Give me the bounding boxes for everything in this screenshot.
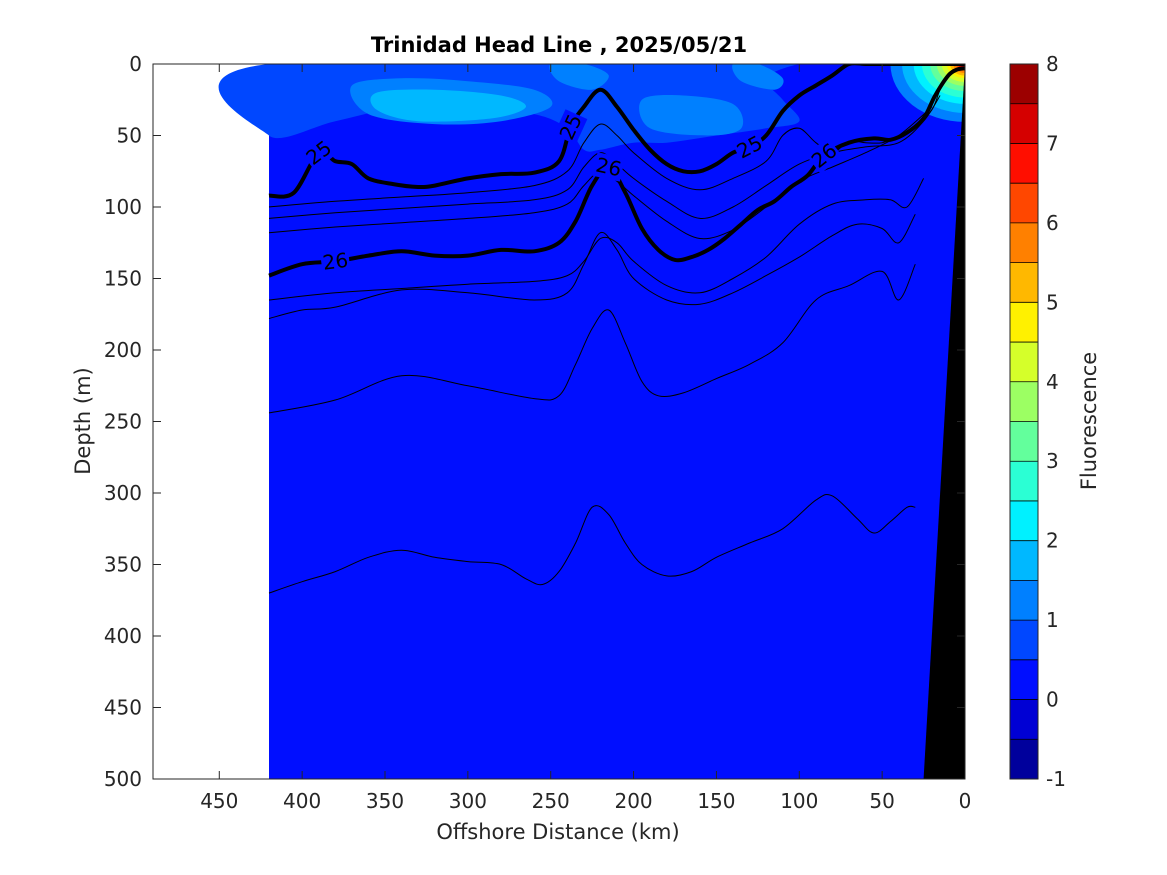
x-tick-label: 450 <box>200 789 238 813</box>
colorbar-band <box>1010 381 1038 422</box>
colorbar-band <box>1010 620 1038 660</box>
density-contour-layer <box>268 64 965 594</box>
x-axis-label: Offshore Distance (km) <box>436 820 679 844</box>
colorbar-band <box>1010 183 1038 223</box>
contour-label-text: 26 <box>321 248 349 275</box>
y-tick-label: 100 <box>104 195 142 219</box>
colorbar-band <box>1010 580 1038 621</box>
contour-label-gap <box>592 152 625 182</box>
x-tick-label: 150 <box>697 789 735 813</box>
x-axis: 450 400 350 300 250 200 150 100 50 0 <box>200 64 971 813</box>
y-tick-label: 450 <box>104 696 142 720</box>
colorbar-tick-label: 2 <box>1046 529 1059 553</box>
colorbar-band <box>1010 659 1038 700</box>
colorbar-tick-label: 4 <box>1046 370 1059 394</box>
x-tick-label: 200 <box>614 789 652 813</box>
contour-label-gap <box>731 129 768 165</box>
colorbar-frame <box>1009 63 1039 780</box>
x-tick-label: 250 <box>532 789 570 813</box>
colorbar-tick-label: -1 <box>1046 767 1066 791</box>
colorbar-tick-label: 0 <box>1046 688 1059 712</box>
y-tick-label: 0 <box>129 52 142 76</box>
colorbar-tick-label: 5 <box>1046 290 1059 314</box>
contour-label-26-b: 26 <box>592 152 625 182</box>
colorbar-tick-label: 7 <box>1046 131 1059 155</box>
fluorescence-patch-3 <box>639 95 744 136</box>
colorbar-band <box>1010 262 1038 303</box>
y-tick-label: 500 <box>104 767 142 791</box>
y-tick-label: 350 <box>104 553 142 577</box>
contour-label-26-a: 26 <box>319 247 351 276</box>
density-contour-5 <box>268 178 925 301</box>
x-tick-label: 350 <box>366 789 404 813</box>
colorbar-band <box>1010 342 1038 382</box>
contour-label-gap <box>805 137 843 174</box>
y-tick-label: 150 <box>104 267 142 291</box>
x-tick-label: 400 <box>283 789 321 813</box>
x-tick-label: 300 <box>449 789 487 813</box>
fluorescence-patch-4 <box>549 64 609 90</box>
bathymetry-seafloor <box>923 64 965 779</box>
y-tick-label: 200 <box>104 338 142 362</box>
y-tick-label: 400 <box>104 624 142 648</box>
colorbar-tick-label: 6 <box>1046 211 1059 235</box>
contour-label-gap <box>553 109 588 145</box>
y-axis-label: Depth (m) <box>71 367 95 474</box>
colorbar-band <box>1010 421 1038 462</box>
colorbar-label: Fluorescence <box>1077 352 1101 490</box>
colorbar-tick-label: 1 <box>1046 608 1059 632</box>
x-tick-label: 100 <box>780 789 818 813</box>
chart-title: Trinidad Head Line , 2025/05/21 <box>371 33 747 57</box>
y-tick-label: 300 <box>104 481 142 505</box>
contour-label-text: 26 <box>594 153 624 182</box>
density-contour-8 <box>268 493 916 594</box>
y-tick-label: 250 <box>104 410 142 434</box>
bathymetry-layer <box>923 64 965 779</box>
density-contour-0 <box>268 64 965 199</box>
density-contour-3 <box>268 106 933 240</box>
colorbar-band <box>1010 461 1038 501</box>
density-contour-4 <box>268 66 965 278</box>
colorbar-band <box>1010 699 1038 740</box>
density-contour-2 <box>268 95 941 219</box>
colorbar-band <box>1010 302 1038 343</box>
density-contour-6 <box>268 213 916 319</box>
density-contour-7 <box>268 263 916 414</box>
y-axis: 0 50 100 150 200 250 300 350 400 450 500 <box>104 52 965 791</box>
y-tick-label: 50 <box>117 124 142 148</box>
fluorescence-patch-2 <box>370 89 527 122</box>
colorbar-band <box>1010 222 1038 263</box>
fluorescence-patch-5 <box>732 64 784 90</box>
colorbar-band <box>1010 739 1038 779</box>
colorbar-band <box>1010 103 1038 144</box>
colorbar-band <box>1010 500 1038 541</box>
colorbar-tick-label: 3 <box>1046 449 1059 473</box>
contour-label-gap <box>300 134 338 171</box>
x-tick-label: 0 <box>959 789 972 813</box>
colorbar-band <box>1010 540 1038 581</box>
colorbar-band <box>1010 143 1038 184</box>
colorbar-tick-label: 8 <box>1046 52 1059 76</box>
contour-label-gap <box>319 247 351 276</box>
plot-area <box>218 64 965 779</box>
colorbar-band <box>1010 64 1038 104</box>
x-tick-label: 50 <box>869 789 894 813</box>
colorbar: -1 0 1 2 3 4 5 6 7 8 <box>1009 52 1066 791</box>
